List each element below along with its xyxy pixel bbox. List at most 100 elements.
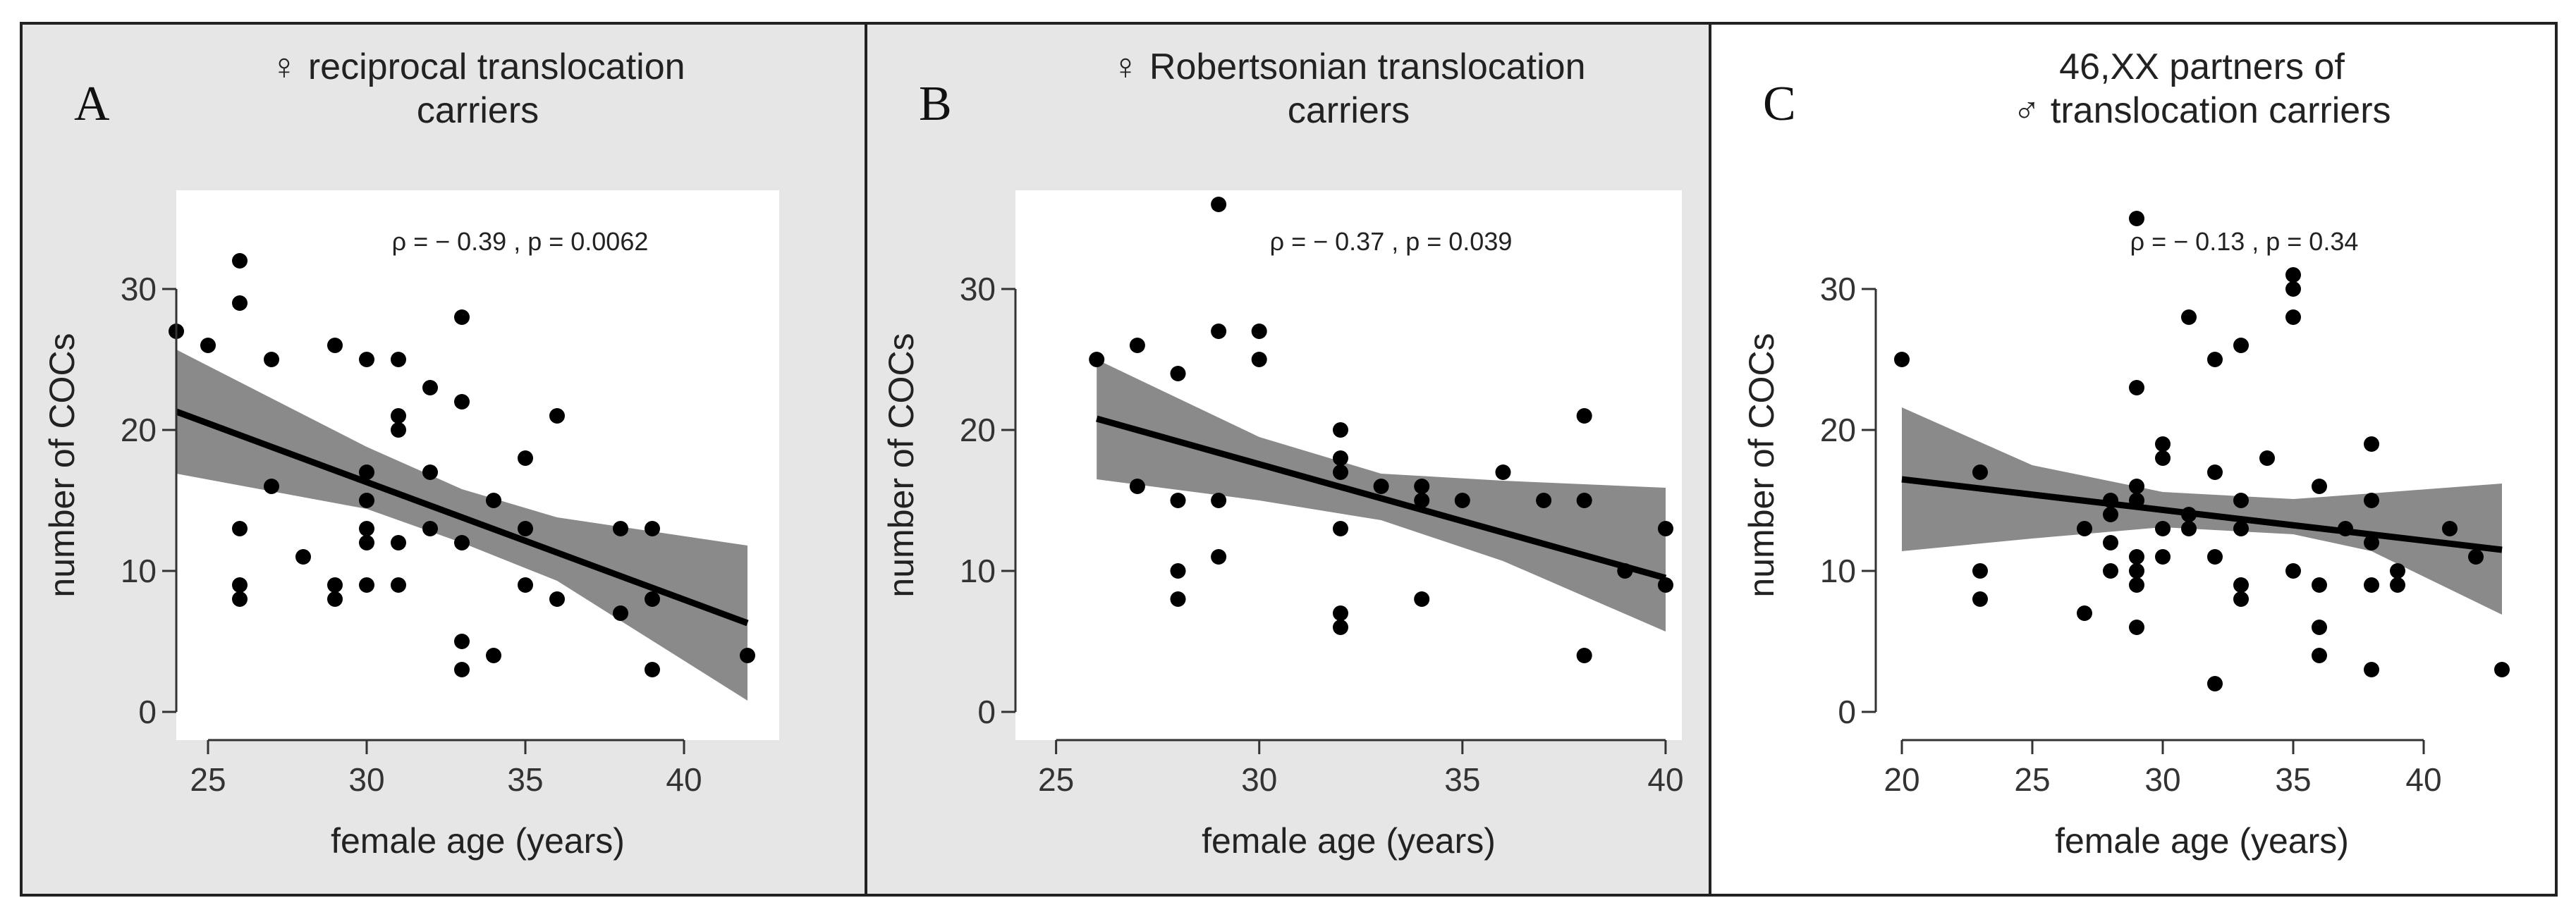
x-tick-label: 30: [2144, 761, 2180, 798]
regression-line: [1096, 415, 1667, 581]
data-point: [391, 535, 406, 550]
data-point: [2312, 620, 2327, 635]
data-point: [2103, 563, 2118, 579]
data-point: [359, 493, 374, 508]
confidence-band: [1902, 407, 2502, 615]
data-point: [359, 352, 374, 367]
data-point: [2233, 493, 2249, 508]
data-point: [2312, 577, 2327, 593]
data-point: [1211, 493, 1227, 508]
x-tick-label: 40: [2405, 761, 2441, 798]
data-point: [359, 464, 374, 480]
data-point: [232, 295, 248, 311]
data-point: [232, 577, 248, 593]
data-point: [2181, 309, 2197, 325]
data-point: [391, 577, 406, 593]
data-point: [1333, 605, 1348, 621]
data-point: [645, 521, 660, 536]
data-point: [1617, 563, 1633, 579]
data-point: [2181, 507, 2197, 522]
data-point: [2233, 338, 2249, 353]
data-point: [2364, 436, 2379, 452]
data-point: [391, 352, 406, 367]
x-tick-label: 35: [1444, 761, 1480, 798]
y-axis-label: number of COCs: [1742, 333, 1781, 597]
data-point: [1576, 648, 1592, 663]
x-tick-label: 35: [2275, 761, 2311, 798]
data-point: [359, 521, 374, 536]
x-tick-label: 25: [1038, 761, 1074, 798]
data-point: [2103, 507, 2118, 522]
data-point: [2233, 591, 2249, 607]
data-point: [200, 338, 216, 353]
data-point: [454, 535, 470, 550]
data-point: [454, 662, 470, 677]
data-point: [2364, 662, 2379, 677]
data-point: [1658, 577, 1673, 593]
data-point: [1129, 338, 1145, 353]
y-tick-label: 10: [960, 553, 996, 589]
data-point: [1129, 479, 1145, 494]
data-point: [1089, 352, 1105, 367]
y-tick-label: 20: [960, 412, 996, 448]
data-point: [518, 577, 533, 593]
data-point: [454, 394, 470, 410]
data-point: [2364, 577, 2379, 593]
data-point: [613, 521, 628, 536]
data-point: [1414, 493, 1430, 508]
x-tick-label: 30: [1241, 761, 1277, 798]
data-point: [740, 648, 755, 663]
panel-title-line: ♂ translocation carriers: [2013, 90, 2391, 131]
data-point: [1576, 493, 1592, 508]
x-axis-label: female age (years): [1202, 821, 1496, 861]
data-point: [2390, 563, 2405, 579]
y-tick-label: 30: [1820, 271, 1856, 307]
stat-annotation: ρ = − 0.37 , p = 0.039: [1270, 227, 1513, 256]
data-point: [2364, 493, 2379, 508]
data-point: [2077, 521, 2092, 536]
data-point: [2207, 676, 2223, 691]
data-point: [1894, 352, 1910, 367]
data-point: [486, 493, 501, 508]
data-point: [2285, 309, 2301, 325]
data-point: [1333, 620, 1348, 635]
data-point: [1972, 464, 1988, 480]
data-point: [2312, 479, 2327, 494]
y-axis-label: number of COCs: [881, 333, 921, 597]
y-tick-label: 10: [1820, 553, 1856, 589]
x-tick-label: 40: [1647, 761, 1683, 798]
data-point: [359, 535, 374, 550]
data-point: [2364, 535, 2379, 550]
data-point: [232, 521, 248, 536]
data-point: [1211, 197, 1227, 212]
panel-letter: C: [1763, 77, 1796, 131]
data-point: [454, 634, 470, 649]
y-tick-label: 10: [121, 553, 157, 589]
data-point: [2468, 549, 2484, 565]
data-point: [1454, 493, 1470, 508]
data-point: [327, 591, 343, 607]
x-tick-label: 20: [1884, 761, 1919, 798]
data-point: [518, 521, 533, 536]
data-point: [1414, 479, 1430, 494]
data-point: [2233, 521, 2249, 536]
data-point: [2442, 521, 2458, 536]
data-point: [1972, 563, 1988, 579]
stat-annotation: ρ = − 0.39 , p = 0.0062: [392, 227, 649, 256]
y-tick-label: 0: [977, 694, 996, 730]
data-point: [1251, 324, 1267, 339]
data-point: [1333, 450, 1348, 466]
data-point: [1333, 521, 1348, 536]
regression-line: [175, 408, 749, 627]
data-point: [295, 549, 311, 565]
data-point: [1414, 591, 1430, 607]
data-point: [2207, 464, 2223, 480]
panel-c: C 46,XX partners of♂ translocation carrie…: [1709, 22, 2558, 897]
data-point: [1211, 549, 1227, 565]
data-point: [454, 309, 470, 325]
data-point: [549, 408, 565, 424]
data-point: [1170, 563, 1186, 579]
data-point: [422, 521, 438, 536]
